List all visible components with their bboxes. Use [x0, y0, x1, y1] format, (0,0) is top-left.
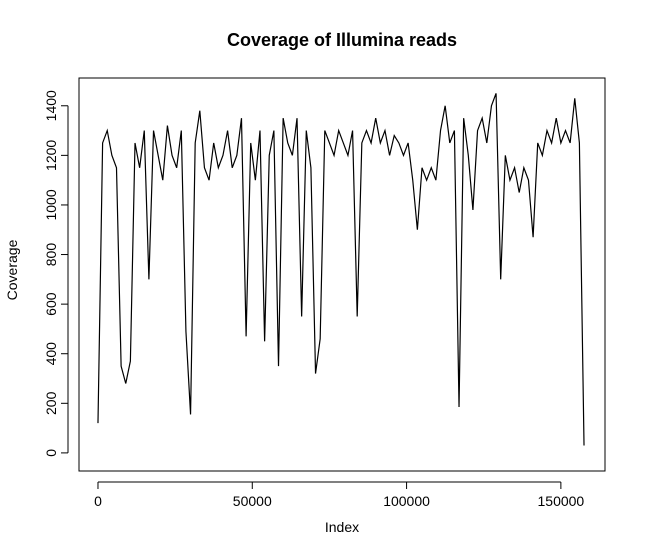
y-axis-label: Coverage: [4, 239, 20, 300]
plot-frame: [78, 77, 606, 472]
x-tick-label: 150000: [538, 493, 585, 509]
y-tick-label: 200: [43, 391, 59, 415]
y-tick-label: 1400: [43, 90, 59, 121]
data-line: [97, 93, 585, 446]
y-tick-label: 400: [43, 342, 59, 366]
x-tick-label: 100000: [383, 493, 430, 509]
y-tick-label: 600: [43, 292, 59, 316]
y-tick-label: 1000: [43, 189, 59, 220]
x-tick-label: 0: [94, 493, 102, 509]
chart-title: Coverage of Illumina reads: [227, 30, 457, 50]
y-tick-label: 0: [43, 449, 59, 457]
x-axis-label: Index: [325, 519, 359, 535]
y-tick-label: 800: [43, 243, 59, 267]
y-tick-label: 1200: [43, 140, 59, 171]
x-tick-label: 50000: [233, 493, 272, 509]
